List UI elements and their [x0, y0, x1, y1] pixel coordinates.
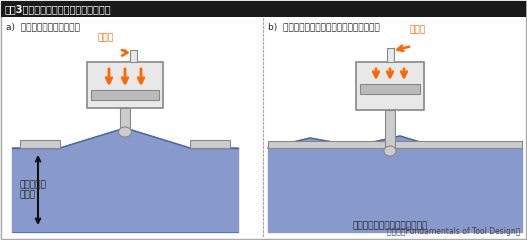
Ellipse shape	[119, 127, 132, 137]
Text: 空気圧: 空気圧	[410, 25, 426, 34]
Polygon shape	[268, 148, 522, 232]
Bar	[1, 1, 526, 17]
Bar	[385, 110, 395, 148]
Bar	[130, 50, 137, 62]
Bar	[268, 141, 522, 148]
Bar	[360, 84, 420, 94]
Bar	[356, 62, 424, 110]
Bar	[120, 108, 130, 130]
Ellipse shape	[384, 146, 396, 156]
Bar	[87, 62, 163, 108]
FancyArrowPatch shape	[122, 50, 128, 56]
Polygon shape	[268, 136, 440, 148]
Bar	[91, 90, 159, 100]
Polygon shape	[12, 128, 238, 148]
Text: 凹凸を持つ
ワーク: 凹凸を持つ ワーク	[20, 180, 47, 200]
Text: b)  ワークが横に移動しても締結できる状態: b) ワークが横に移動しても締結できる状態	[268, 22, 380, 31]
Text: a)  空気圧による締結力作用: a) 空気圧による締結力作用	[6, 22, 80, 31]
Bar	[387, 48, 394, 62]
Bar	[190, 140, 230, 148]
Polygon shape	[12, 148, 238, 232]
Text: 横に移動しても固定出来ている: 横に移動しても固定出来ている	[353, 222, 427, 230]
Bar	[20, 140, 60, 148]
Text: （出典：Fundamentals of Tool Design）: （出典：Fundamentals of Tool Design）	[387, 227, 520, 236]
Text: 空気圧: 空気圧	[97, 33, 113, 42]
Text: 【図3】空気圧を利用した締結法の事例: 【図3】空気圧を利用した締結法の事例	[5, 4, 112, 14]
